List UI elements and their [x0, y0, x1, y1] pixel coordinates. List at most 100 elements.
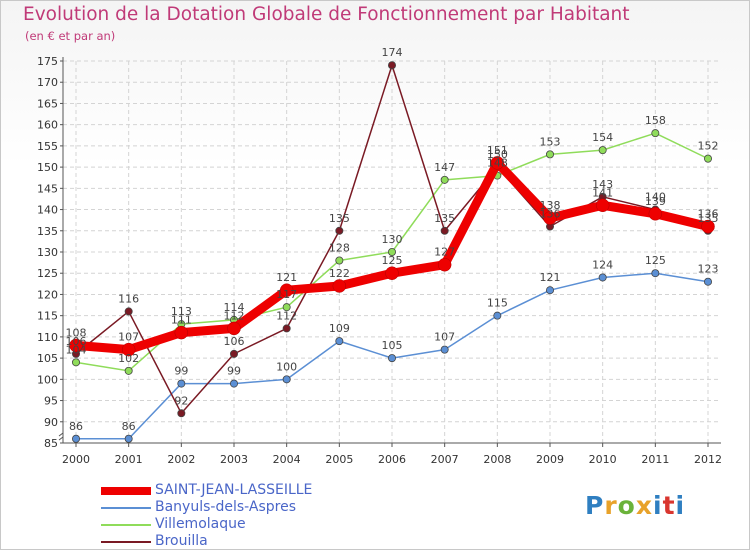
y-tick-label: 120 [37, 288, 58, 301]
data-label-saint-jean-lasseille: 108 [66, 326, 87, 339]
data-point-banyuls-dels-aspres [651, 269, 660, 278]
y-tick-label: 125 [37, 267, 58, 280]
data-label-banyuls-dels-aspres: 115 [487, 297, 508, 310]
data-label-saint-jean-lasseille: 121 [276, 271, 297, 284]
data-label-villemolaque: 130 [382, 233, 403, 246]
y-tick-label: 95 [44, 395, 58, 408]
x-tick-label: 2002 [167, 453, 195, 466]
data-label-brouilla: 150 [487, 148, 508, 161]
logo-letter: o [617, 491, 636, 520]
y-tick-label: 165 [37, 97, 58, 110]
data-label-brouilla: 135 [329, 212, 350, 225]
data-point-saint-jean-lasseille [648, 207, 663, 221]
data-label-banyuls-dels-aspres: 86 [69, 420, 83, 433]
x-tick-label: 2011 [641, 453, 669, 466]
y-tick-label: 115 [37, 310, 58, 323]
data-label-villemolaque: 113 [171, 305, 192, 318]
data-label-villemolaque: 102 [118, 352, 139, 365]
data-point-banyuls-dels-aspres [124, 434, 133, 443]
data-label-banyuls-dels-aspres: 99 [174, 365, 188, 378]
data-label-brouilla: 106 [224, 335, 245, 348]
data-label-villemolaque: 158 [645, 114, 666, 127]
data-label-brouilla: 116 [118, 292, 139, 305]
y-tick-label: 175 [37, 55, 58, 68]
logo-letter: P [585, 491, 605, 520]
data-point-brouilla [229, 349, 238, 358]
data-point-banyuls-dels-aspres [440, 345, 449, 354]
series-saint-jean-lasseille [69, 156, 715, 357]
legend-label-brouilla: Brouilla [155, 533, 208, 549]
data-point-saint-jean-lasseille [490, 156, 505, 170]
series-layer [69, 61, 715, 443]
data-point-banyuls-dels-aspres [72, 434, 81, 443]
axis-break-mark [58, 436, 64, 441]
data-point-villemolaque [704, 154, 713, 163]
data-point-banyuls-dels-aspres [335, 337, 344, 346]
data-label-brouilla: 135 [434, 212, 455, 225]
legend-swatch-villemolaque [101, 524, 151, 526]
data-point-banyuls-dels-aspres [598, 273, 607, 282]
x-tick-label: 2012 [694, 453, 722, 466]
data-label-villemolaque: 104 [66, 343, 87, 356]
y-tick-label: 150 [37, 161, 58, 174]
series-villemolaque [72, 129, 713, 375]
data-label-banyuls-dels-aspres: 107 [434, 331, 455, 344]
series-banyuls-dels-aspres [72, 269, 713, 443]
data-point-villemolaque [335, 256, 344, 265]
y-tick-label: 110 [37, 331, 58, 344]
data-label-saint-jean-lasseille: 107 [118, 331, 139, 344]
data-point-saint-jean-lasseille [595, 198, 610, 213]
data-point-villemolaque [387, 247, 396, 256]
data-label-brouilla: 92 [174, 394, 188, 407]
data-label-saint-jean-lasseille: 138 [540, 199, 561, 212]
y-tick-label: 160 [37, 119, 58, 132]
data-label-banyuls-dels-aspres: 121 [540, 271, 561, 284]
data-point-villemolaque [546, 150, 555, 159]
data-label-brouilla: 112 [276, 309, 297, 322]
x-axis-ticks: 2000 2001 2002 2003 2004 2005 2006 2007 2008 2009… [62, 443, 722, 466]
legend-swatch-saint-jean-lasseille [101, 487, 151, 495]
data-label-villemolaque: 154 [592, 131, 613, 144]
data-label-saint-jean-lasseille: 139 [645, 195, 666, 208]
data-label-saint-jean-lasseille: 111 [171, 314, 192, 327]
data-point-villemolaque [282, 303, 291, 312]
data-label-brouilla: 136 [540, 208, 561, 221]
data-point-banyuls-dels-aspres [177, 379, 186, 388]
data-point-villemolaque [124, 366, 133, 375]
data-label-saint-jean-lasseille: 136 [698, 208, 719, 221]
legend-swatch-banyuls-dels-aspres [101, 507, 151, 509]
y-tick-label: 140 [37, 204, 58, 217]
y-tick-label: 155 [37, 140, 58, 153]
data-label-banyuls-dels-aspres: 125 [645, 254, 666, 267]
x-tick-label: 2003 [220, 453, 248, 466]
y-tick-label: 130 [37, 246, 58, 259]
x-tick-label: 2006 [378, 453, 406, 466]
data-label-villemolaque: 152 [698, 140, 719, 153]
legend-label-villemolaque: Villemolaque [155, 516, 246, 532]
data-label-brouilla: 135 [698, 212, 719, 225]
legend-label-saint-jean-lasseille: SAINT-JEAN-LASSEILLE [155, 482, 313, 498]
x-tick-label: 2009 [536, 453, 564, 466]
x-tick-label: 2004 [273, 453, 301, 466]
data-label-banyuls-dels-aspres: 99 [227, 365, 241, 378]
data-label-saint-jean-lasseille: 127 [434, 246, 455, 259]
chart-subtitle: (en € et par an) [25, 29, 116, 43]
legend-label-banyuls-dels-aspres: Banyuls-dels-Aspres [155, 499, 296, 515]
y-tick-label: 85 [44, 437, 58, 450]
x-tick-label: 2001 [115, 453, 143, 466]
y-axis-ticks: 85 90 95 100 105 110 115 120 125 130 135 140 145 150 1… [37, 55, 63, 450]
data-label-villemolaque: 148 [487, 157, 508, 170]
x-tick-label: 2008 [483, 453, 511, 466]
y-tick-label: 145 [37, 182, 58, 195]
data-label-villemolaque: 147 [434, 161, 455, 174]
data-point-banyuls-dels-aspres [546, 286, 555, 295]
x-tick-label: 2007 [431, 453, 459, 466]
data-point-saint-jean-lasseille [543, 211, 557, 225]
x-tick-label: 2000 [62, 453, 90, 466]
y-tick-label: 100 [37, 373, 58, 386]
data-label-villemolaque: 128 [329, 241, 350, 254]
data-point-banyuls-dels-aspres [704, 277, 713, 286]
data-point-saint-jean-lasseille [227, 321, 241, 336]
data-point-banyuls-dels-aspres [493, 311, 502, 320]
